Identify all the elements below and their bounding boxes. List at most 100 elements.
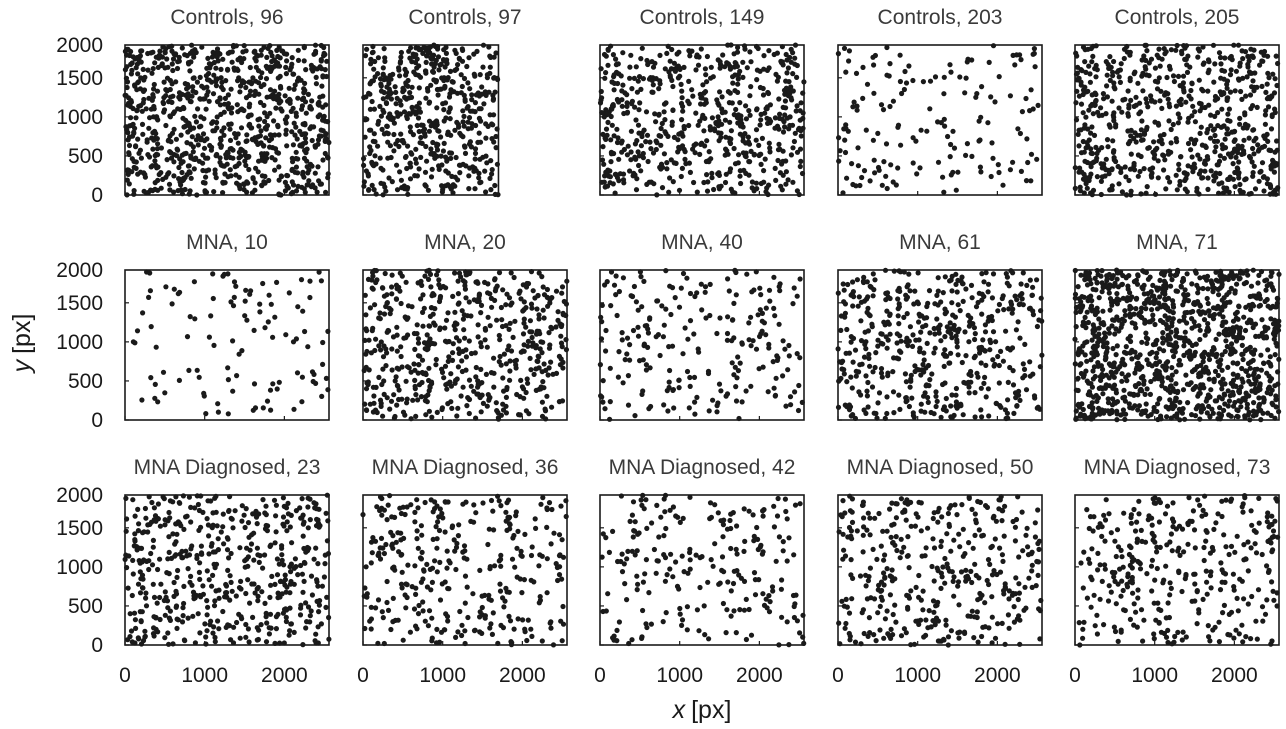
data-point xyxy=(367,305,373,311)
data-point xyxy=(753,137,759,143)
data-point xyxy=(865,404,871,410)
data-point xyxy=(463,354,469,360)
data-point xyxy=(1022,373,1028,379)
data-point xyxy=(1176,357,1182,363)
data-point xyxy=(273,94,279,100)
data-point xyxy=(710,397,716,403)
data-point xyxy=(1274,82,1280,89)
data-point xyxy=(228,299,234,305)
data-point xyxy=(458,274,464,280)
data-point xyxy=(841,287,847,293)
data-point xyxy=(897,406,903,412)
data-point xyxy=(739,340,745,346)
data-point xyxy=(619,337,625,343)
data-point xyxy=(444,158,450,164)
data-point xyxy=(1030,284,1036,290)
data-point xyxy=(225,377,231,383)
data-point xyxy=(1027,359,1033,365)
data-point xyxy=(1121,55,1127,62)
data-point xyxy=(1126,102,1132,108)
data-point xyxy=(1221,391,1227,397)
data-point xyxy=(403,279,409,285)
data-point xyxy=(608,159,614,165)
data-point xyxy=(325,175,331,181)
data-point xyxy=(790,50,796,56)
data-point xyxy=(1118,169,1124,175)
data-point xyxy=(622,357,628,363)
scatter-series xyxy=(130,269,331,417)
data-point xyxy=(1116,74,1122,80)
data-point xyxy=(733,292,739,298)
data-point xyxy=(653,334,659,340)
data-point xyxy=(754,106,760,112)
data-point xyxy=(1222,55,1228,61)
data-point xyxy=(934,398,940,404)
data-point xyxy=(702,284,709,290)
data-point xyxy=(1017,397,1023,403)
data-point xyxy=(1262,121,1268,127)
data-point xyxy=(1074,88,1080,94)
data-point xyxy=(778,60,785,66)
data-point xyxy=(1005,397,1011,403)
data-point xyxy=(536,312,542,318)
data-point xyxy=(910,332,916,338)
data-point xyxy=(263,76,270,82)
data-point xyxy=(875,130,881,136)
data-point xyxy=(846,58,852,64)
data-point xyxy=(413,392,419,398)
data-point xyxy=(561,298,567,305)
data-point xyxy=(133,115,139,121)
data-point xyxy=(362,134,368,140)
data-point xyxy=(164,157,170,163)
data-point xyxy=(731,64,738,70)
data-point xyxy=(454,413,460,419)
data-point xyxy=(709,115,716,121)
data-point xyxy=(864,81,871,87)
data-point xyxy=(549,404,555,410)
data-point xyxy=(664,160,670,166)
data-point xyxy=(538,386,544,392)
data-point xyxy=(836,158,842,164)
data-point xyxy=(620,82,626,88)
data-point xyxy=(367,144,373,150)
data-point xyxy=(1224,97,1230,103)
data-point xyxy=(1176,318,1183,324)
data-point xyxy=(1163,49,1169,55)
data-point xyxy=(380,96,386,102)
data-point xyxy=(429,414,435,420)
data-point xyxy=(280,48,286,54)
data-point xyxy=(171,173,177,179)
data-point xyxy=(1122,164,1128,170)
data-point xyxy=(1168,47,1174,53)
data-point xyxy=(955,302,961,308)
data-point xyxy=(1135,152,1141,158)
data-point xyxy=(295,304,301,310)
data-point xyxy=(766,48,772,54)
data-point xyxy=(986,59,992,65)
data-point xyxy=(325,387,331,393)
data-point xyxy=(938,414,944,420)
data-point xyxy=(206,98,212,104)
data-point xyxy=(931,350,937,356)
data-point xyxy=(181,105,187,112)
data-point xyxy=(476,130,482,136)
data-point xyxy=(559,284,566,290)
data-point xyxy=(252,405,259,411)
data-point xyxy=(798,100,804,106)
data-point xyxy=(391,392,397,398)
data-point xyxy=(218,137,224,143)
data-point xyxy=(1004,410,1011,416)
data-point xyxy=(920,324,926,330)
data-point xyxy=(1253,135,1259,141)
data-point xyxy=(882,267,889,273)
data-point xyxy=(681,64,687,70)
data-point xyxy=(618,73,624,79)
data-point xyxy=(548,324,554,330)
data-point xyxy=(1274,138,1280,144)
data-point xyxy=(901,86,908,93)
data-point xyxy=(850,303,856,309)
data-point xyxy=(234,163,240,169)
data-point xyxy=(1144,184,1150,190)
data-point xyxy=(397,60,403,66)
data-point xyxy=(295,95,301,101)
